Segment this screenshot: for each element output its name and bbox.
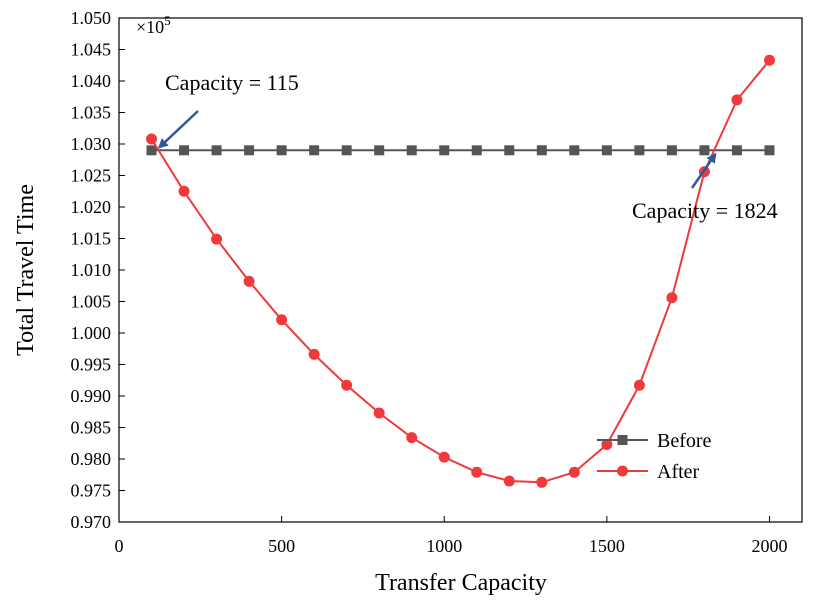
y-tick-label: 0.995 [71, 355, 112, 375]
legend-label: Before [657, 430, 712, 452]
y-multiplier-exponent: 5 [164, 13, 171, 28]
data-point-before [471, 145, 482, 156]
series-layer [146, 54, 775, 488]
data-point-after [568, 466, 580, 478]
data-point-before [374, 145, 385, 156]
data-point-after [731, 94, 743, 106]
y-tick-label: 1.000 [71, 323, 112, 343]
y-multiplier: ×105 [136, 13, 171, 37]
data-point-before [341, 145, 352, 156]
data-point-before [536, 145, 547, 156]
annotation-arrow [157, 110, 199, 149]
data-point-after [471, 466, 483, 478]
y-tick-label: 0.985 [71, 418, 112, 438]
data-point-after [211, 233, 223, 245]
y-tick-label: 1.025 [71, 166, 112, 186]
y-tick-label: 0.990 [71, 386, 112, 406]
y-tick-label: 1.020 [71, 197, 112, 217]
data-point-after [503, 475, 515, 487]
data-point-after [633, 379, 645, 391]
data-point-before [211, 145, 222, 156]
data-point-after [243, 275, 255, 287]
y-tick-label: 0.980 [71, 449, 112, 469]
data-point-before [764, 145, 775, 156]
y-tick-label: 1.035 [71, 103, 112, 123]
y-tick-label: 0.970 [71, 512, 112, 532]
x-tick-label: 0 [115, 536, 124, 556]
data-point-after [276, 314, 288, 326]
data-point-before [179, 145, 190, 156]
x-tick-label: 1000 [426, 536, 462, 556]
annotation-arrow [690, 152, 717, 189]
data-point-before [309, 145, 320, 156]
data-point-after [438, 451, 450, 463]
data-point-before [666, 145, 677, 156]
x-tick-label: 1500 [589, 536, 625, 556]
x-tick-label: 500 [268, 536, 295, 556]
legend-marker [617, 465, 628, 477]
data-point-before [601, 145, 612, 156]
data-point-after [178, 185, 190, 197]
data-point-after [406, 432, 418, 444]
y-axis-title: Total Travel Time [13, 184, 39, 356]
data-point-after [308, 348, 320, 360]
y-tick-label: 1.040 [71, 71, 112, 91]
legend-marker [617, 435, 628, 445]
data-point-before [731, 145, 742, 156]
y-tick-label: 1.050 [71, 8, 112, 28]
x-axis-title: Transfer Capacity [375, 570, 547, 596]
annotations: Capacity = 115 Capacity = 1824 [157, 70, 778, 223]
annotation-label: Capacity = 1824 [632, 198, 778, 223]
data-point-after [146, 133, 158, 145]
y-tick-label: 1.015 [71, 229, 112, 249]
data-point-before [569, 145, 580, 156]
series-after [146, 54, 775, 488]
data-point-after [763, 54, 775, 66]
data-point-after [601, 439, 613, 451]
data-point-before [244, 145, 255, 156]
y-tick-label: 1.030 [71, 134, 112, 154]
data-point-before [634, 145, 645, 156]
annotation-label: Capacity = 115 [165, 70, 299, 95]
y-multiplier-base: ×10 [136, 17, 164, 37]
x-tick-label: 2000 [751, 536, 787, 556]
data-point-before [439, 145, 450, 156]
data-point-after [341, 379, 353, 391]
y-tick-label: 0.975 [71, 481, 112, 501]
y-tick-label: 1.010 [71, 260, 112, 280]
y-tick-label: 1.045 [71, 40, 112, 60]
data-point-after [373, 407, 385, 419]
y-axis: 0.970 0.975 0.980 0.985 0.990 0.995 1.000 1.005… [71, 8, 125, 532]
legend: Before After [597, 430, 712, 483]
x-axis: 0 500 1000 1500 2000 [115, 516, 787, 556]
legend-item-before: Before [597, 430, 712, 452]
data-point-before [699, 145, 710, 156]
series-line-after [150, 59, 771, 484]
legend-label: After [657, 461, 700, 483]
data-point-after [666, 292, 678, 304]
data-point-before [406, 145, 417, 156]
y-tick-label: 1.005 [71, 292, 112, 312]
data-point-before [504, 145, 515, 156]
data-point-before [146, 145, 157, 156]
data-point-after [536, 476, 548, 488]
series-before [146, 145, 775, 156]
data-point-before [276, 145, 287, 156]
legend-item-after: After [597, 461, 700, 483]
